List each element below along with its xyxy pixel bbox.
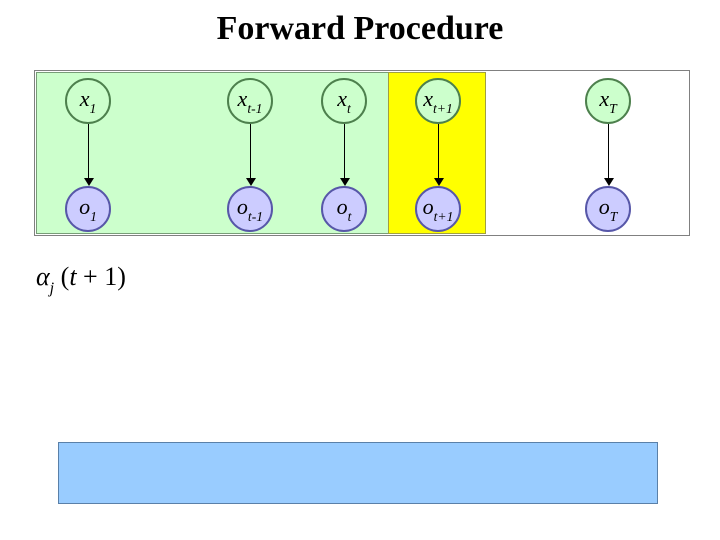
arrow-head-icon — [340, 178, 350, 186]
bottom-blue-box — [58, 442, 658, 504]
observation-node: o1 — [65, 186, 111, 232]
observation-node: ot+1 — [415, 186, 461, 232]
state-node: xt-1 — [227, 78, 273, 124]
emission-arrow — [344, 124, 345, 178]
emission-arrow — [88, 124, 89, 178]
arrow-head-icon — [84, 178, 94, 186]
arrow-head-icon — [604, 178, 614, 186]
observation-node: ot — [321, 186, 367, 232]
arrow-head-icon — [246, 178, 256, 186]
emission-arrow — [250, 124, 251, 178]
alpha-args: (t + 1) — [61, 262, 126, 291]
alpha-symbol: α — [36, 262, 50, 291]
emission-arrow — [608, 124, 609, 178]
state-node: xt — [321, 78, 367, 124]
alpha-subscript: j — [50, 280, 54, 297]
state-node: xT — [585, 78, 631, 124]
observation-node: oT — [585, 186, 631, 232]
emission-arrow — [438, 124, 439, 178]
slide-title: Forward Procedure — [0, 10, 720, 48]
state-node: x1 — [65, 78, 111, 124]
state-node: xt+1 — [415, 78, 461, 124]
arrow-head-icon — [434, 178, 444, 186]
alpha-formula: αj (t + 1) — [36, 262, 126, 296]
observation-node: ot-1 — [227, 186, 273, 232]
